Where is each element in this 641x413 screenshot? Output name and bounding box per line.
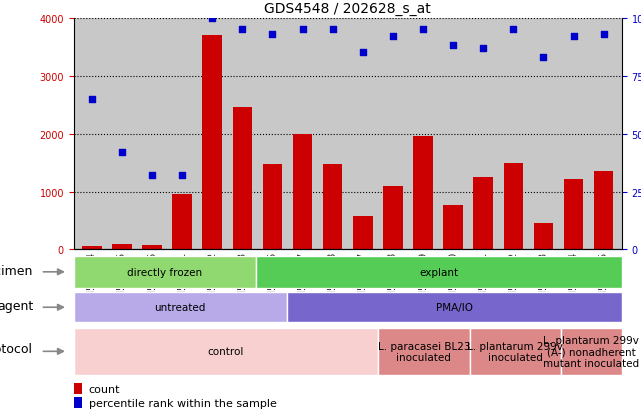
Text: L. plantarum 299v
inoculated: L. plantarum 299v inoculated xyxy=(467,341,563,362)
Point xyxy=(448,43,458,50)
Bar xyxy=(256,256,622,288)
Bar xyxy=(263,164,282,250)
Point xyxy=(237,27,247,33)
Bar xyxy=(564,179,583,250)
Point xyxy=(147,173,157,179)
Point xyxy=(117,150,127,156)
Text: PMA/IO: PMA/IO xyxy=(436,302,473,313)
Bar xyxy=(287,292,622,322)
Bar xyxy=(383,186,403,250)
Point xyxy=(297,27,308,33)
Bar xyxy=(74,292,287,322)
Text: percentile rank within the sample: percentile rank within the sample xyxy=(88,398,276,408)
Point xyxy=(87,96,97,103)
Title: GDS4548 / 202628_s_at: GDS4548 / 202628_s_at xyxy=(264,2,431,16)
Bar xyxy=(413,137,433,250)
Point xyxy=(508,27,519,33)
Bar xyxy=(82,247,101,250)
Point xyxy=(569,34,579,40)
Bar xyxy=(172,195,192,250)
Text: L. paracasei BL23
inoculated: L. paracasei BL23 inoculated xyxy=(378,341,470,362)
Bar xyxy=(293,134,312,250)
Text: count: count xyxy=(88,384,120,394)
Point xyxy=(267,31,278,38)
Bar xyxy=(474,178,493,250)
Bar xyxy=(74,397,82,408)
Text: L. plantarum 299v
(A-) nonadherent
mutant inoculated: L. plantarum 299v (A-) nonadherent mutan… xyxy=(544,335,639,368)
Point xyxy=(538,55,549,61)
Text: directly frozen: directly frozen xyxy=(128,267,203,277)
Bar xyxy=(323,164,342,250)
Point xyxy=(328,27,338,33)
Text: explant: explant xyxy=(419,267,459,277)
Bar xyxy=(444,206,463,250)
Bar xyxy=(469,328,561,375)
Bar xyxy=(561,328,622,375)
Point xyxy=(478,45,488,52)
Point xyxy=(207,15,217,22)
Bar xyxy=(74,256,256,288)
Text: untreated: untreated xyxy=(154,302,206,313)
Point xyxy=(418,27,428,33)
Bar xyxy=(142,245,162,250)
Text: agent: agent xyxy=(0,299,33,312)
Point xyxy=(177,173,187,179)
Bar xyxy=(534,224,553,250)
Point xyxy=(599,31,609,38)
Bar xyxy=(504,164,523,250)
Bar xyxy=(353,216,372,250)
Bar xyxy=(233,108,252,250)
Point xyxy=(388,34,398,40)
Text: control: control xyxy=(208,347,244,356)
Point xyxy=(358,50,368,57)
Bar xyxy=(378,328,469,375)
Bar xyxy=(74,383,82,394)
Bar xyxy=(203,36,222,250)
Bar xyxy=(594,171,613,250)
Bar xyxy=(74,328,378,375)
Text: protocol: protocol xyxy=(0,342,33,356)
Bar xyxy=(112,244,131,250)
Text: specimen: specimen xyxy=(0,264,33,277)
